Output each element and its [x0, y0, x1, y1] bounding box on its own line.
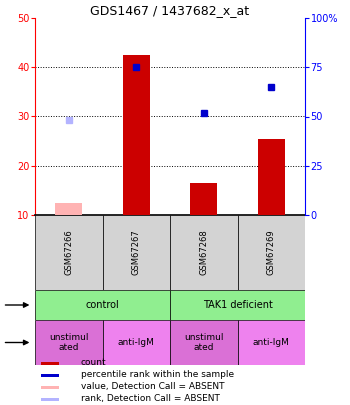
Bar [170, 320, 238, 365]
Bar [238, 215, 305, 290]
Bar [41, 362, 59, 364]
Bar [35, 290, 170, 320]
Bar [41, 386, 59, 389]
Text: unstimul
ated: unstimul ated [184, 333, 224, 352]
Text: anti-IgM: anti-IgM [118, 338, 155, 347]
Bar [190, 183, 217, 215]
Bar [35, 215, 103, 290]
Text: rank, Detection Call = ABSENT: rank, Detection Call = ABSENT [81, 394, 220, 403]
Text: GSM67266: GSM67266 [64, 230, 73, 275]
Bar [41, 374, 59, 377]
Bar [238, 320, 305, 365]
Text: control: control [86, 300, 119, 310]
Bar [103, 320, 170, 365]
Bar [55, 202, 82, 215]
Bar [258, 139, 285, 215]
Bar [35, 320, 103, 365]
Text: GSM67268: GSM67268 [199, 230, 208, 275]
Text: count: count [81, 358, 106, 367]
Bar [170, 290, 305, 320]
Text: GSM67267: GSM67267 [132, 230, 141, 275]
Title: GDS1467 / 1437682_x_at: GDS1467 / 1437682_x_at [90, 4, 250, 17]
Text: TAK1 deficient: TAK1 deficient [203, 300, 272, 310]
Bar [41, 398, 59, 401]
Text: value, Detection Call = ABSENT: value, Detection Call = ABSENT [81, 382, 224, 392]
Text: anti-IgM: anti-IgM [253, 338, 290, 347]
Bar [123, 55, 150, 215]
Text: unstimul
ated: unstimul ated [49, 333, 89, 352]
Bar [103, 215, 170, 290]
Text: GSM67269: GSM67269 [267, 230, 276, 275]
Text: percentile rank within the sample: percentile rank within the sample [81, 371, 234, 379]
Bar [170, 215, 238, 290]
